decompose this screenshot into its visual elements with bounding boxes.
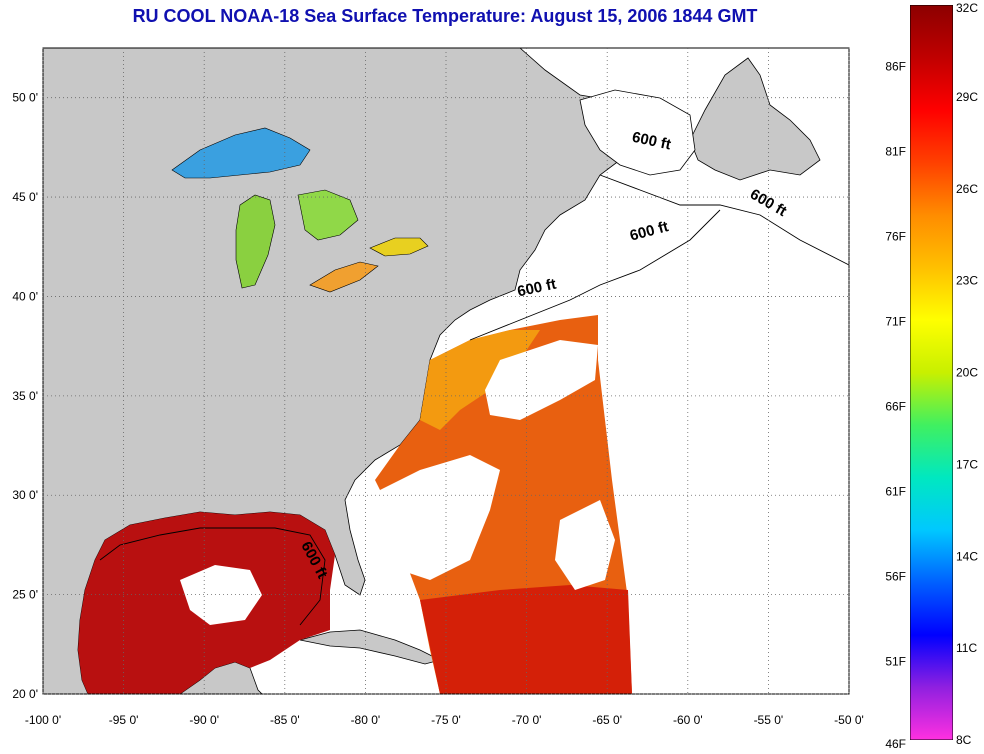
lon-tick-label: -75 0' (431, 713, 461, 727)
lon-tick-label: -90 0' (189, 713, 219, 727)
land-north-america (43, 48, 641, 694)
lat-tick-label: 50 0' (12, 91, 38, 105)
gulf-st-lawrence (579, 89, 696, 176)
lon-tick-label: -80 0' (351, 713, 381, 727)
lake-michigan (235, 194, 276, 289)
lon-tick-label: -95 0' (109, 713, 139, 727)
lake-huron (297, 189, 359, 241)
lat-tick-label: 25 0' (12, 588, 38, 602)
cloud-gap-north (485, 340, 598, 420)
lon-tick-label: -100 0' (25, 713, 61, 727)
lon-tick-label: -65 0' (592, 713, 622, 727)
sst-southern-hot (420, 585, 632, 694)
lat-tick-label: 30 0' (12, 488, 38, 502)
lat-tick-label: 35 0' (12, 389, 38, 403)
colorbar-gradient (909, 4, 954, 741)
lon-tick-label: -70 0' (512, 713, 542, 727)
lon-tick-label: -50 0' (834, 713, 864, 727)
lat-tick-label: 45 0' (12, 190, 38, 204)
tick-labels: -100 0' -95 0' -90 0' -85 0' -80 0' -75 0' -70… (12, 91, 863, 727)
contour-600ft-shelf (469, 209, 721, 341)
contour-600ft-north (599, 174, 849, 266)
lon-tick-label: -85 0' (270, 713, 300, 727)
lat-tick-label: 20 0' (12, 687, 38, 701)
sst-shelf-orange (420, 330, 540, 430)
map-title: RU COOL NOAA-18 Sea Surface Temperature:… (132, 6, 758, 26)
lake-superior (171, 127, 311, 179)
lon-tick-label: -55 0' (754, 713, 784, 727)
cloud-gap-atlantic (380, 455, 500, 580)
cloud-gap-east (555, 500, 615, 590)
lon-tick-label: -60 0' (673, 713, 703, 727)
cloud-gap-gulf (180, 565, 262, 625)
lat-tick-label: 40 0' (12, 289, 38, 303)
contour-600ft-gulf (99, 527, 326, 626)
lake-erie (309, 261, 379, 293)
lake-ontario (369, 237, 429, 257)
land-newfoundland (689, 57, 821, 181)
temperature-colorbar (909, 4, 954, 741)
